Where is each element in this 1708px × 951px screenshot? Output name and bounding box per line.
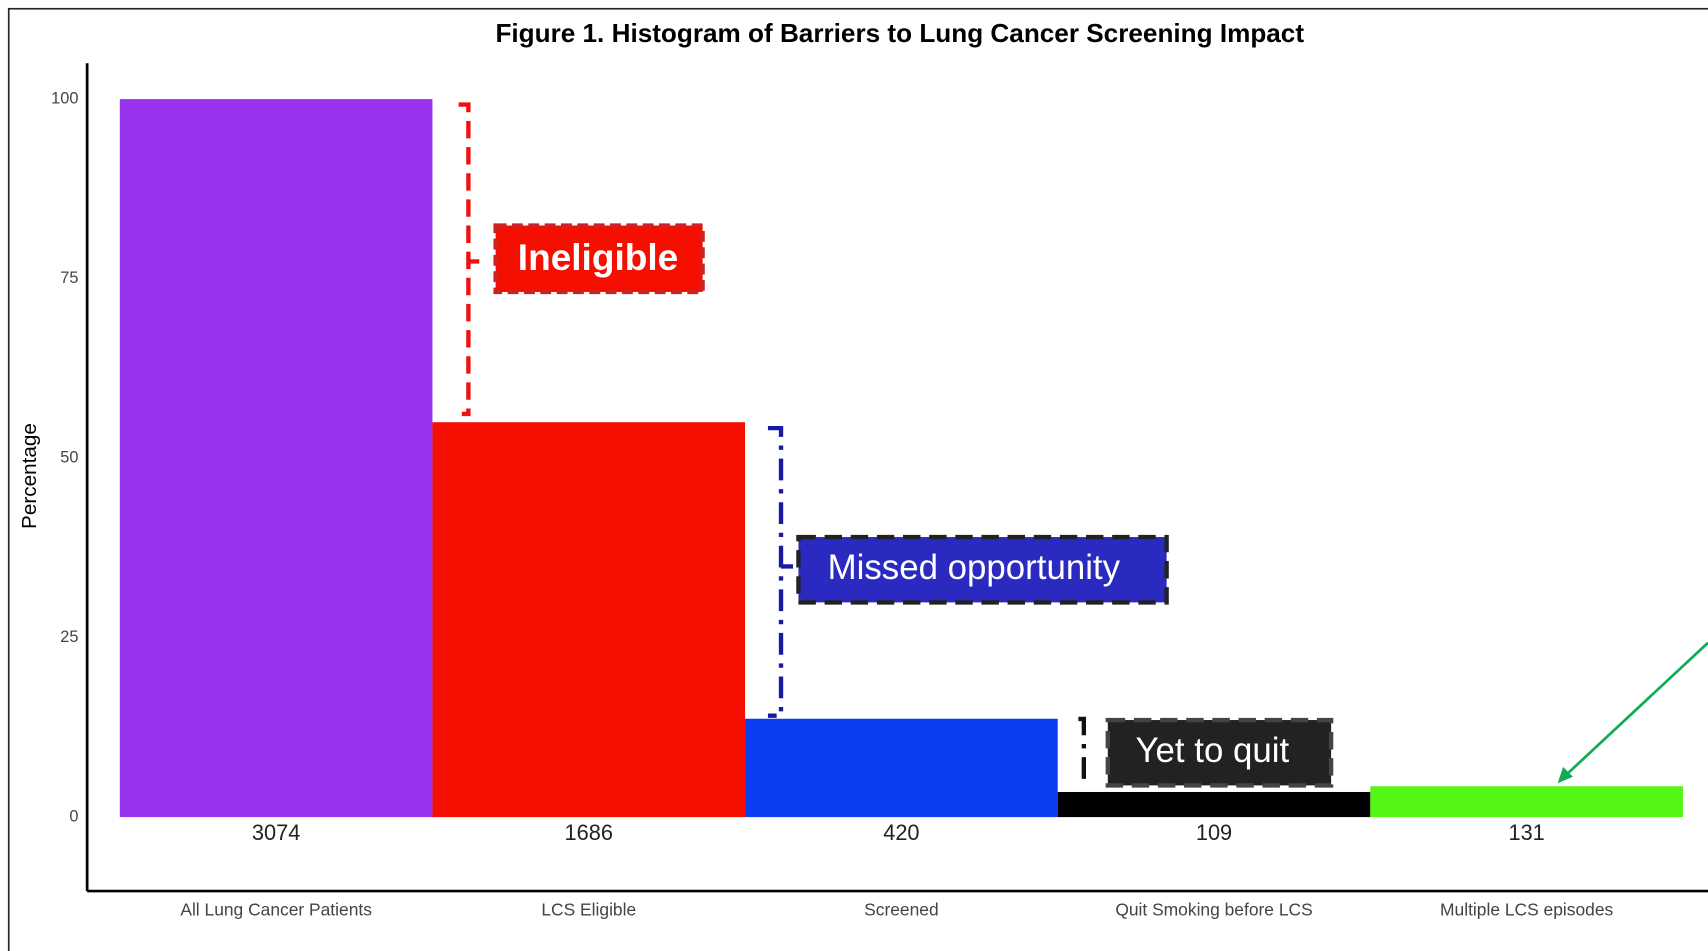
count-label: 109 xyxy=(1196,820,1232,845)
y-tick-label: 75 xyxy=(60,269,78,287)
arrow xyxy=(1563,641,1708,778)
bar xyxy=(432,422,746,818)
bar xyxy=(745,718,1058,818)
bar xyxy=(119,99,433,818)
annotation: Missed opportunity xyxy=(828,548,1121,587)
bracket xyxy=(1078,716,1087,784)
y-axis-label: Percentage xyxy=(18,423,41,529)
arrow-head xyxy=(1557,766,1573,784)
count-label: 3074 xyxy=(252,820,300,845)
bar xyxy=(1370,786,1683,818)
x-tick-label: Multiple LCS episodes xyxy=(1440,899,1613,919)
bracket xyxy=(458,102,480,417)
annotation-box xyxy=(796,534,1169,605)
bars: 0 25 50 75 100 3074 All Lung Cancer Patients 16… xyxy=(51,89,1683,919)
annotation-box xyxy=(493,223,705,295)
frame xyxy=(7,7,1708,951)
annotation: Ineligible xyxy=(518,236,678,278)
x-tick-label: All Lung Cancer Patients xyxy=(180,899,372,919)
x-tick-label: Quit Smoking before LCS xyxy=(1115,899,1312,919)
y-tick-label: 0 xyxy=(69,807,78,825)
x-tick-label: LCS Eligible xyxy=(541,899,636,919)
x-tick-label: Screened xyxy=(864,899,939,919)
bracket xyxy=(767,425,793,718)
chart-title: Figure 1. Histogram of Barriers to Lung … xyxy=(495,18,1304,48)
y-tick-label: 100 xyxy=(51,89,78,107)
count-label: 420 xyxy=(883,820,919,845)
y-tick-label: 25 xyxy=(60,628,78,646)
annotation-box xyxy=(1105,717,1334,788)
count-label: 1686 xyxy=(565,820,613,845)
bar xyxy=(1057,791,1371,818)
count-label: 131 xyxy=(1508,820,1544,845)
y-tick-label: 50 xyxy=(60,448,78,466)
annotation: Yet to quit xyxy=(1136,731,1290,770)
